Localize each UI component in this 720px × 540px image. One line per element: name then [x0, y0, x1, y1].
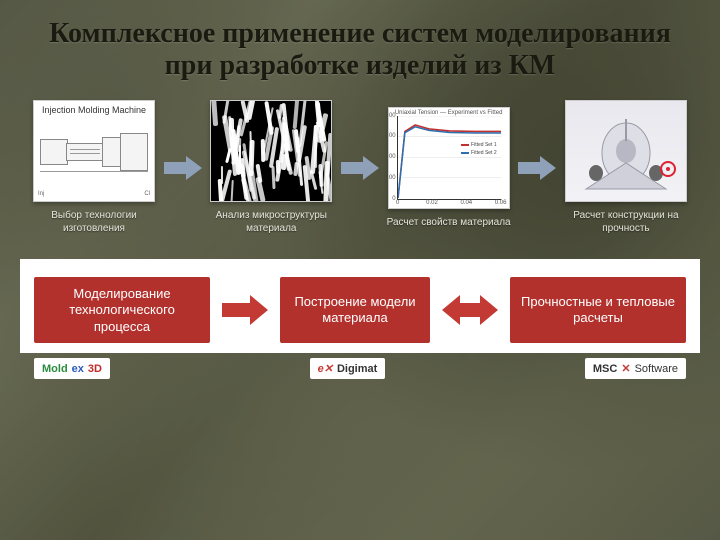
caption-properties: Расчет свойств материала [387, 217, 511, 230]
thumb-injection-molding: Injection Molding Machine Inj Cl [33, 100, 155, 202]
arrow-right-icon [222, 295, 268, 325]
arrow-1 [164, 152, 202, 184]
logo-moldex3d: Moldex3D [34, 358, 110, 379]
thumb-microstructure [210, 100, 332, 202]
card-material-model: Построение модели материала [280, 277, 430, 343]
process-flow-top: Injection Molding Machine Inj Cl Выбор т… [30, 100, 690, 235]
card-process-modelling: Моделирование технологического процесса [34, 277, 210, 343]
caption-structure: Расчет конструкции на прочность [562, 210, 690, 235]
thumb-aircraft [565, 100, 687, 202]
slide: Комплексное применение систем моделирова… [0, 0, 720, 540]
stage-properties: Uniaxial Tension — Experiment vs Fitted … [385, 107, 513, 230]
card-strength-thermal: Прочностные и тепловые расчеты [510, 277, 686, 343]
stage-technology: Injection Molding Machine Inj Cl Выбор т… [30, 100, 158, 235]
arrow-double-icon [442, 295, 498, 325]
thumb-graph: Uniaxial Tension — Experiment vs Fitted … [388, 107, 510, 209]
arrow-right-icon [341, 156, 379, 180]
arrow-right-icon [518, 156, 556, 180]
arrow-right-icon [164, 156, 202, 180]
thumb1-header: Injection Molding Machine [34, 105, 154, 115]
graph-legend: Fitted Set 1Fitted Set 2 [461, 142, 497, 156]
caption-microstructure: Анализ микроструктуры материала [207, 210, 335, 235]
aircraft-icon [566, 101, 686, 201]
software-band: Моделирование технологического процесса … [20, 259, 700, 353]
logo-row: Moldex3D e✕Digimat MSC✕Software [34, 358, 686, 379]
arrow-2 [341, 152, 379, 184]
logo-msc: MSC✕Software [585, 358, 686, 379]
arrow-3 [518, 152, 556, 184]
stage-microstructure: Анализ микроструктуры материала [207, 100, 335, 235]
stage-structure: Расчет конструкции на прочность [562, 100, 690, 235]
slide-title: Комплексное применение систем моделирова… [30, 18, 690, 82]
logo-digimat: e✕Digimat [310, 358, 386, 379]
caption-technology: Выбор технологии изготовления [30, 210, 158, 235]
